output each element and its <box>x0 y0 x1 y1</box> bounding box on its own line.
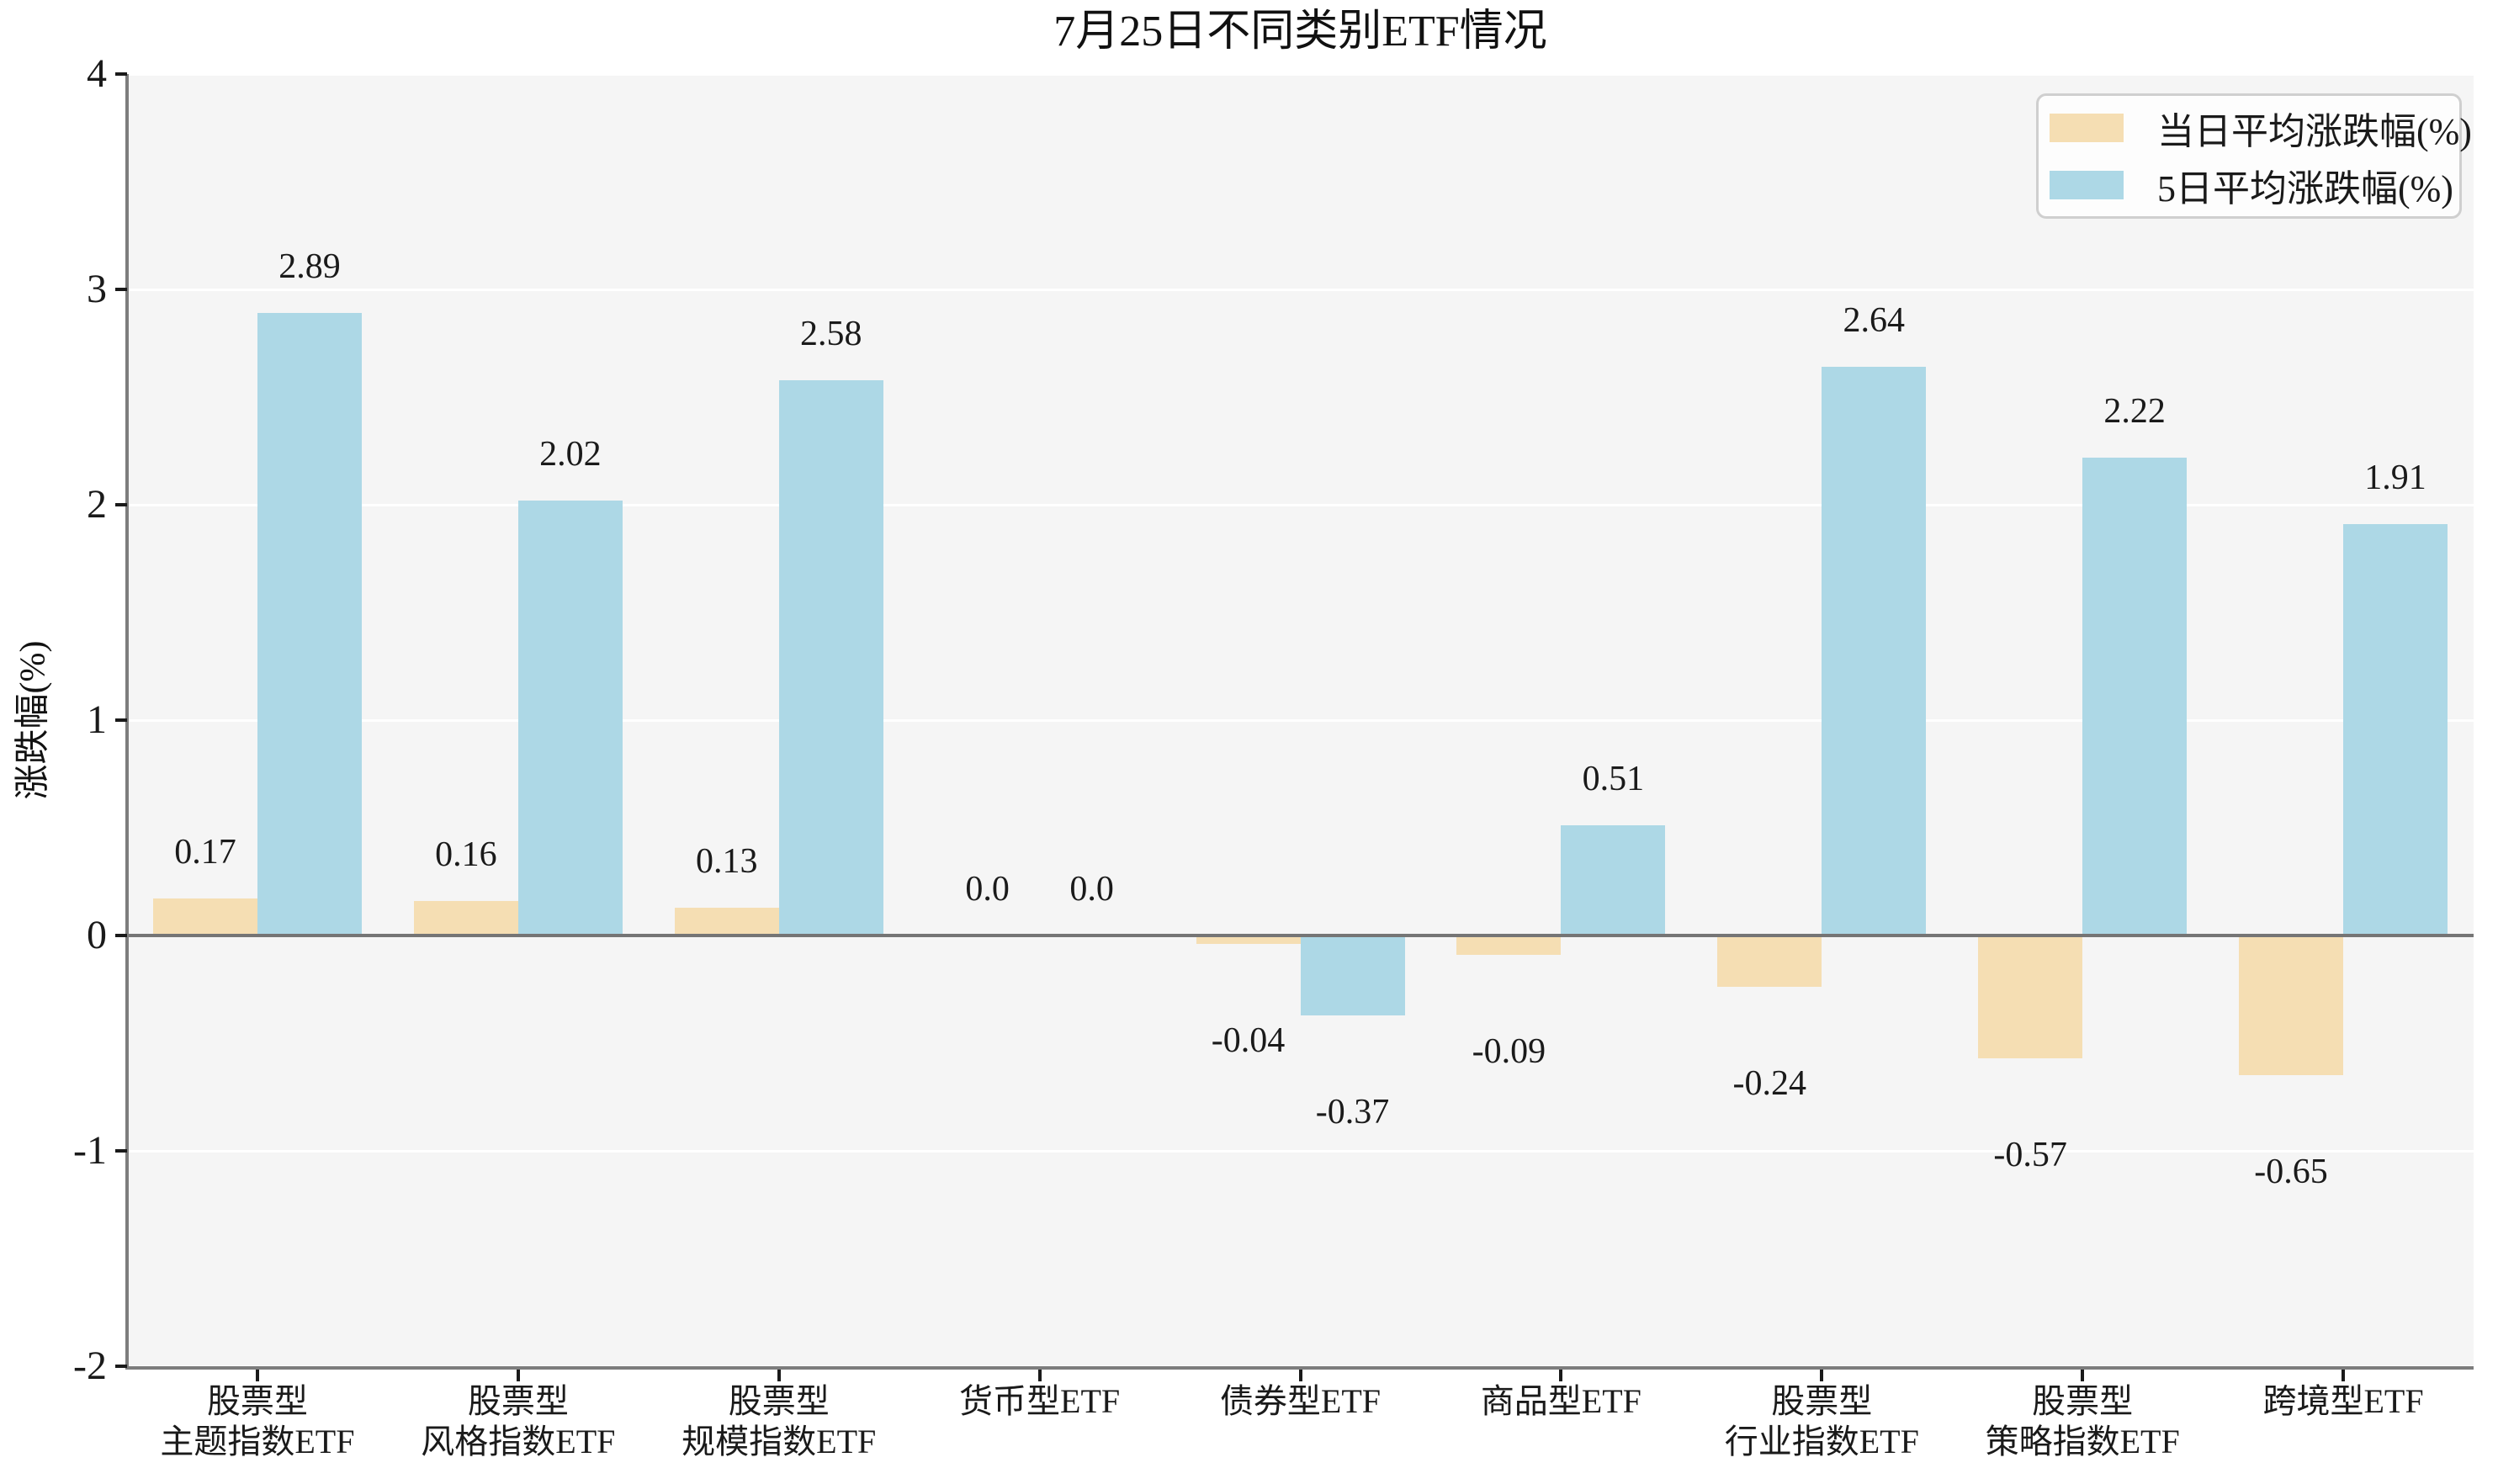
value-label-daily-3: 0.0 <box>965 870 1010 909</box>
gridline-1 <box>127 718 2474 722</box>
value-label-5day-0: 2.89 <box>278 247 341 287</box>
y-tick-label--2: -2 <box>73 1344 107 1388</box>
y-tick-label--1: -1 <box>73 1128 107 1173</box>
legend-item-daily-avg: 当日平均涨跌幅(%) <box>2050 103 2472 152</box>
bar-5day-4 <box>1300 935 1405 1015</box>
y-tick--2 <box>115 1365 127 1368</box>
x-tick-label-1: 股票型 风格指数ETF <box>421 1382 616 1460</box>
bar-5day-6 <box>1822 367 1927 935</box>
value-label-5day-1: 2.02 <box>539 434 602 474</box>
x-tick-1 <box>516 1370 520 1381</box>
x-tick-label-0: 股票型 主题指数ETF <box>160 1382 355 1460</box>
gridline--1 <box>127 1149 2474 1153</box>
value-label-5day-5: 0.51 <box>1582 760 1645 799</box>
x-tick-3 <box>1037 1370 1042 1381</box>
value-label-daily-5: -0.09 <box>1472 1032 1546 1072</box>
bar-daily-7 <box>1978 935 2083 1058</box>
zero-line <box>127 934 2474 937</box>
bar-daily-6 <box>1717 935 1822 988</box>
value-label-5day-7: 2.22 <box>2103 391 2166 431</box>
bar-5day-1 <box>517 500 623 935</box>
value-label-daily-7: -0.57 <box>1993 1135 2067 1174</box>
x-tick-5 <box>1559 1370 1563 1381</box>
x-tick-label-5: 商品型ETF <box>1480 1382 1641 1420</box>
legend-label-5day-avg: 5日平均涨跌幅(%) <box>2157 167 2453 209</box>
value-label-5day-3: 0.0 <box>1069 870 1114 909</box>
x-tick-label-8: 跨境型ETF <box>2262 1382 2424 1420</box>
bar-daily-1 <box>413 901 518 935</box>
x-tick-label-6: 股票型 行业指数ETF <box>1724 1382 1919 1460</box>
y-tick-label-0: 0 <box>87 913 107 957</box>
legend-swatch-5day-avg <box>2050 170 2124 199</box>
value-label-daily-2: 0.13 <box>695 841 758 881</box>
legend-item-5day-avg: 5日平均涨跌幅(%) <box>2050 161 2453 209</box>
bar-5day-5 <box>1561 825 1666 935</box>
x-tick-8 <box>2342 1370 2346 1381</box>
value-label-5day-6: 2.64 <box>1843 301 1906 341</box>
bar-5day-7 <box>2082 457 2188 935</box>
value-label-5day-2: 2.58 <box>799 314 862 353</box>
gridline-4 <box>127 72 2474 76</box>
bar-daily-0 <box>152 898 257 935</box>
x-axis-spine <box>125 1366 2474 1370</box>
y-tick-label-3: 3 <box>87 267 107 311</box>
x-tick-label-3: 货币型ETF <box>959 1382 1121 1420</box>
bar-5day-2 <box>778 379 883 935</box>
y-tick-label-1: 1 <box>87 697 107 742</box>
y-tick-1 <box>115 718 127 722</box>
x-tick-6 <box>1820 1370 1824 1381</box>
y-tick--1 <box>115 1149 127 1153</box>
value-label-5day-8: 1.91 <box>2364 458 2426 498</box>
plot-area: 0.17 0.16 0.13 0.0 -0.04 -0.09 -0.24 -0.57 -0.65… <box>127 72 2474 1368</box>
legend: 当日平均涨跌幅(%) 5日平均涨跌幅(%) <box>2036 93 2472 219</box>
bar-5day-8 <box>2343 524 2448 935</box>
bar-daily-5 <box>1456 935 1562 956</box>
legend-label-daily-avg: 当日平均涨跌幅(%) <box>2157 110 2472 152</box>
value-label-daily-0: 0.17 <box>174 833 236 872</box>
x-tick-2 <box>777 1370 781 1381</box>
value-label-daily-4: -0.04 <box>1211 1021 1286 1061</box>
gridline-2 <box>127 503 2474 506</box>
y-tick-label-2: 2 <box>87 482 107 527</box>
value-label-daily-1: 0.16 <box>435 835 497 875</box>
x-tick-4 <box>1298 1370 1302 1381</box>
bar-daily-8 <box>2239 935 2344 1076</box>
y-tick-4 <box>115 72 127 76</box>
y-tick-label-4: 4 <box>87 51 107 96</box>
y-tick-0 <box>115 934 127 937</box>
legend-swatch-daily-avg <box>2050 113 2124 142</box>
x-tick-label-2: 股票型 规模指数ETF <box>682 1382 877 1460</box>
x-tick-label-7: 股票型 策略指数ETF <box>1985 1382 2180 1460</box>
y-tick-2 <box>115 503 127 506</box>
value-label-5day-4: -0.37 <box>1315 1092 1390 1132</box>
x-tick-7 <box>2081 1370 2085 1381</box>
y-tick-3 <box>115 288 127 291</box>
bar-daily-2 <box>674 907 779 935</box>
x-tick-0 <box>255 1370 259 1381</box>
y-axis-spine <box>125 74 129 1370</box>
x-tick-label-4: 债券型ETF <box>1219 1382 1382 1420</box>
bar-daily-4 <box>1196 935 1301 945</box>
bar-5day-0 <box>257 313 362 935</box>
chart-title: 7月25日不同类别ETF情况 <box>1053 8 1547 56</box>
value-label-daily-6: -0.24 <box>1732 1064 1807 1104</box>
value-label-daily-8: -0.65 <box>2254 1153 2328 1192</box>
gridline-3 <box>127 288 2474 291</box>
